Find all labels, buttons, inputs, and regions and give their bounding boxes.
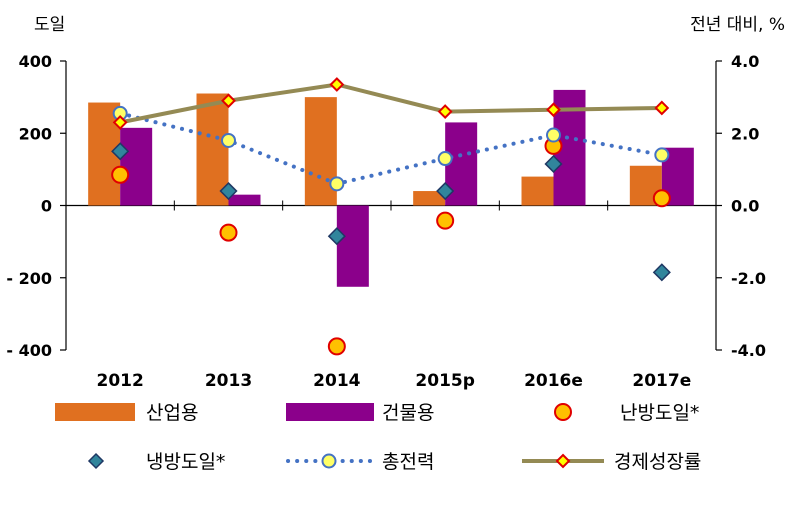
bar-industrial	[196, 93, 229, 206]
right-axis-unit-label: 전년 대비, %	[690, 15, 785, 35]
left-axis-tick-label: - 400	[6, 341, 52, 360]
total-power-marker	[329, 176, 345, 192]
right-axis-tick-label: 4.0	[731, 52, 759, 71]
legend-swatch-cooling	[87, 452, 105, 470]
gdp-growth-line	[119, 82, 662, 125]
legend-label-heating: 난방도일*	[620, 402, 699, 424]
total-power-marker	[437, 151, 453, 167]
legend-label-building: 건물용	[382, 402, 434, 424]
gdp-growth-marker	[654, 100, 670, 116]
legend-group: 산업용 건물용 난방도일* 냉방도일* 총전력 경제성장률	[55, 402, 701, 473]
x-axis-category-label: 2012	[97, 371, 144, 391]
left-axis-unit-label: 도일	[34, 15, 65, 35]
right-axis-tick-label: -4.0	[731, 341, 766, 360]
total-power-marker	[221, 132, 236, 148]
total-power-marker	[546, 127, 561, 143]
heating-degree-day-marker	[219, 223, 238, 242]
lines-group	[118, 82, 664, 186]
legend-swatch-gdp-marker	[555, 453, 571, 469]
gdp-growth-marker	[112, 114, 128, 130]
legend-swatch-industrial	[55, 403, 135, 421]
x-axis-category-label: 2016e	[524, 371, 583, 391]
cooling-degree-day-marker	[327, 227, 346, 246]
markers-group	[111, 77, 671, 356]
legend-swatch-total-power-marker	[321, 453, 337, 469]
legend-label-total-power: 총전력	[382, 451, 434, 473]
legend-swatch-heating	[554, 403, 572, 421]
right-axis-tick-label: -2.0	[731, 269, 766, 288]
heating-degree-day-marker	[111, 165, 130, 184]
gdp-growth-marker	[546, 102, 561, 118]
cooling-degree-day-marker	[111, 142, 130, 161]
right-axis-tick-label: 0.0	[731, 197, 759, 216]
left-axis-tick-label: - 200	[6, 269, 52, 288]
left-axis-tick-label: 400	[19, 52, 52, 71]
axes-group: 400 200 0 - 200 - 400 4.0 2.0 0.0 -2.0 -4.0 2012 20…	[6, 15, 785, 391]
left-axis-tick-label: 0	[41, 197, 52, 216]
bar-industrial	[413, 191, 446, 206]
heating-degree-day-marker	[327, 337, 346, 356]
bar-industrial	[521, 176, 554, 206]
cooling-degree-day-marker	[544, 154, 563, 174]
gdp-growth-marker	[437, 104, 453, 119]
total-power-line	[118, 111, 664, 186]
x-axis-category-label: 2013	[205, 371, 252, 391]
legend-label-gdp: 경제성장률	[614, 451, 701, 473]
legend-label-industrial: 산업용	[146, 402, 198, 424]
legend-label-cooling: 냉방도일*	[146, 451, 225, 473]
gdp-growth-marker	[221, 93, 236, 109]
legend-swatch-building	[286, 403, 374, 421]
x-axis-category-label: 2015p	[415, 371, 474, 391]
bars-group	[88, 89, 694, 287]
total-power-marker	[654, 147, 670, 163]
left-axis-tick-label: 200	[19, 124, 52, 143]
heating-degree-day-marker	[436, 211, 455, 230]
cooling-degree-day-marker	[219, 181, 238, 201]
x-axis-category-label: 2017e	[632, 371, 691, 391]
bar-building	[336, 205, 369, 287]
cooling-degree-day-marker	[436, 181, 455, 201]
bar-building	[120, 127, 153, 206]
x-axis-category-label: 2014	[313, 371, 360, 391]
cooling-degree-day-marker	[652, 263, 671, 282]
right-axis-tick-label: 2.0	[731, 124, 759, 143]
gdp-growth-marker	[329, 77, 345, 92]
bar-building	[228, 194, 261, 206]
heating-degree-day-marker	[652, 189, 671, 208]
